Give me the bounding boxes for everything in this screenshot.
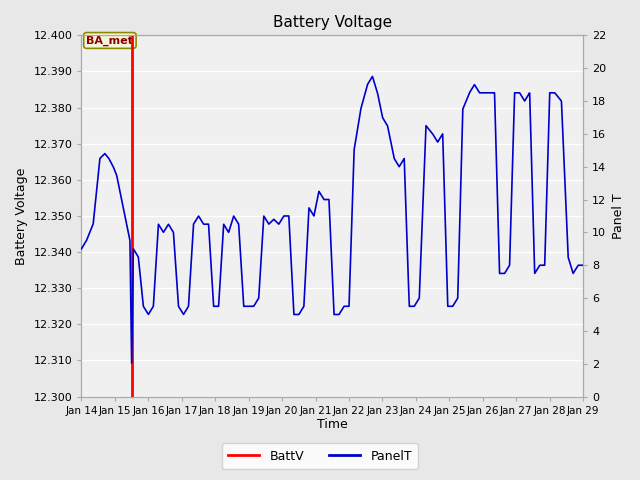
Legend: BattV, PanelT: BattV, PanelT xyxy=(222,444,418,469)
X-axis label: Time: Time xyxy=(317,419,348,432)
Y-axis label: Panel T: Panel T xyxy=(612,193,625,239)
Title: Battery Voltage: Battery Voltage xyxy=(273,15,392,30)
Text: BA_met: BA_met xyxy=(86,36,133,46)
Y-axis label: Battery Voltage: Battery Voltage xyxy=(15,167,28,264)
